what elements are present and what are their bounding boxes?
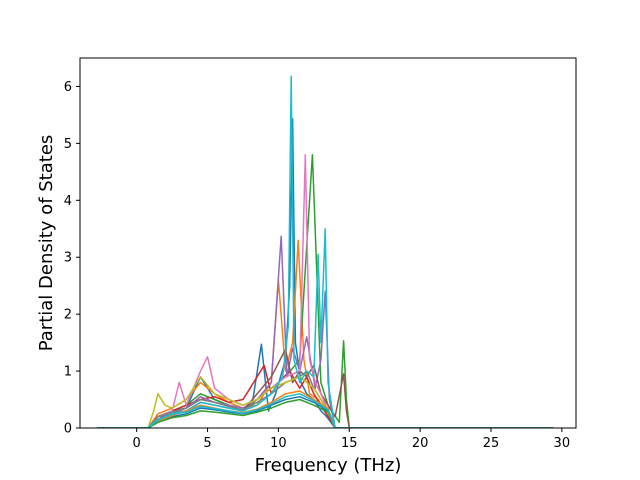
y-tick-label: 5	[64, 137, 72, 152]
series-line-5	[97, 235, 554, 428]
series-line-13	[97, 398, 554, 428]
x-axis-label: Frequency (THz)	[255, 455, 402, 476]
x-tick-label: 30	[554, 436, 571, 451]
x-tick-label: 15	[341, 436, 358, 451]
x-axis: 0 5 10 15 20 25 30	[133, 428, 571, 451]
x-tick-label: 10	[270, 436, 287, 451]
y-tick-label: 0	[64, 422, 72, 437]
x-tick-label: 20	[412, 436, 429, 451]
y-tick-label: 6	[64, 80, 72, 95]
y-tick-label: 2	[64, 308, 72, 323]
series-layer	[97, 75, 554, 428]
x-tick-label: 25	[483, 436, 500, 451]
series-line-14	[97, 393, 554, 428]
x-tick-label: 5	[203, 436, 211, 451]
y-tick-label: 3	[64, 251, 72, 266]
y-axis-label: Partial Density of States	[36, 135, 57, 352]
x-tick-label: 0	[133, 436, 141, 451]
y-tick-label: 4	[64, 194, 72, 209]
series-line-4	[97, 364, 554, 428]
plot-frame	[79, 57, 577, 429]
y-axis: 0 1 2 3 4 5 6	[64, 80, 80, 437]
series-line-9	[97, 376, 554, 428]
y-tick-label: 1	[64, 365, 72, 380]
